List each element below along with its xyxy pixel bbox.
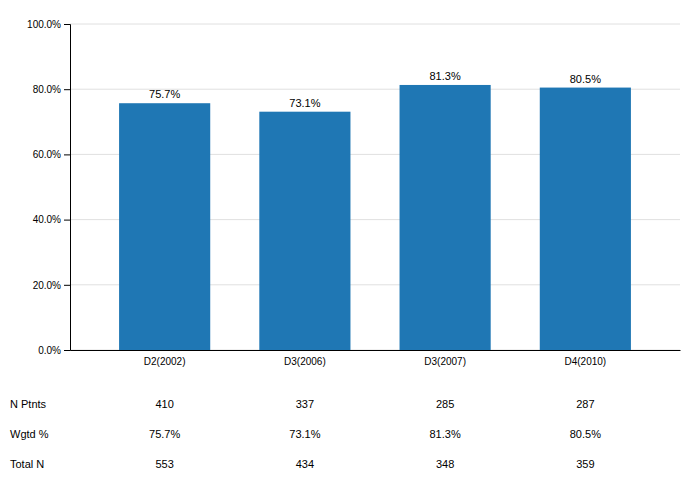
y-tick-label: 80.0% [33, 84, 61, 95]
x-tick: D2(2002) [144, 356, 186, 367]
y-tick-mark [64, 89, 70, 90]
table-cell: 434 [296, 458, 314, 470]
x-tick-label: D4(2010) [564, 356, 606, 367]
x-tick-label: D3(2006) [284, 356, 326, 367]
data-label: 73.1% [289, 97, 320, 109]
x-tick-label: D3(2007) [424, 356, 466, 367]
y-tick-mark [64, 285, 70, 286]
table-cell: 287 [576, 398, 594, 410]
y-tick-mark [64, 220, 70, 221]
y-tick-mark [64, 24, 70, 25]
bar [259, 112, 350, 350]
bar [400, 85, 491, 350]
y-tick: 100.0% [27, 19, 70, 30]
y-tick: 40.0% [33, 214, 70, 225]
y-axis: 0.0% 20.0% 40.0% 60.0% 80.0% 100.0% [27, 19, 70, 356]
grid [70, 24, 680, 350]
table-cell: 348 [436, 458, 454, 470]
data-label: 80.5% [570, 73, 601, 85]
table-cell: 285 [436, 398, 454, 410]
chart-svg: 0.0% 20.0% 40.0% 60.0% 80.0% 100.0% D2(2002) D3… [0, 0, 700, 500]
y-tick-label: 40.0% [33, 214, 61, 225]
x-tick: D3(2007) [424, 356, 466, 367]
y-tick-label: 60.0% [33, 149, 61, 160]
table-cell: 80.5% [570, 428, 601, 440]
y-tick: 60.0% [33, 149, 70, 160]
plot: 0.0% 20.0% 40.0% 60.0% 80.0% 100.0% D2(2002) D3… [27, 19, 680, 367]
table: N Ptnts 410 337 285 287 Wgtd % 75.7% 73.1% 81.3%… [10, 398, 601, 470]
table-cell: 553 [155, 458, 173, 470]
chart-container: 0.0% 20.0% 40.0% 60.0% 80.0% 100.0% D2(2002) D3… [0, 0, 700, 500]
table-row-label: N Ptnts [10, 398, 47, 410]
y-tick-label: 0.0% [38, 345, 61, 356]
y-axis-line [64, 25, 71, 351]
table-row-label: Total N [10, 458, 44, 470]
y-tick: 20.0% [33, 280, 70, 291]
y-tick: 0.0% [38, 345, 70, 356]
y-tick-mark [64, 350, 70, 351]
x-tick: D4(2010) [564, 356, 606, 367]
data-label: 75.7% [149, 88, 180, 100]
x-tick-label: D2(2002) [144, 356, 186, 367]
data-label: 81.3% [430, 70, 461, 82]
bar [119, 103, 210, 350]
table-cell: 73.1% [289, 428, 320, 440]
table-cell: 337 [296, 398, 314, 410]
data-labels: 75.7% 73.1% 81.3% 80.5% [149, 70, 601, 109]
x-tick: D3(2006) [284, 356, 326, 367]
table-cell: 359 [576, 458, 594, 470]
x-axis: D2(2002) D3(2006) D3(2007) D4(2010) [71, 351, 681, 368]
bar [540, 88, 631, 350]
y-tick-label: 20.0% [33, 280, 61, 291]
table-cell: 81.3% [430, 428, 461, 440]
table-row-label: Wgtd % [10, 428, 49, 440]
y-tick: 80.0% [33, 84, 70, 95]
grid-line [70, 24, 680, 25]
y-tick-label: 100.0% [27, 19, 61, 30]
x-axis-line [71, 350, 681, 351]
y-tick-mark [64, 154, 70, 155]
bars [119, 85, 631, 350]
table-cell: 75.7% [149, 428, 180, 440]
table-cell: 410 [155, 398, 173, 410]
